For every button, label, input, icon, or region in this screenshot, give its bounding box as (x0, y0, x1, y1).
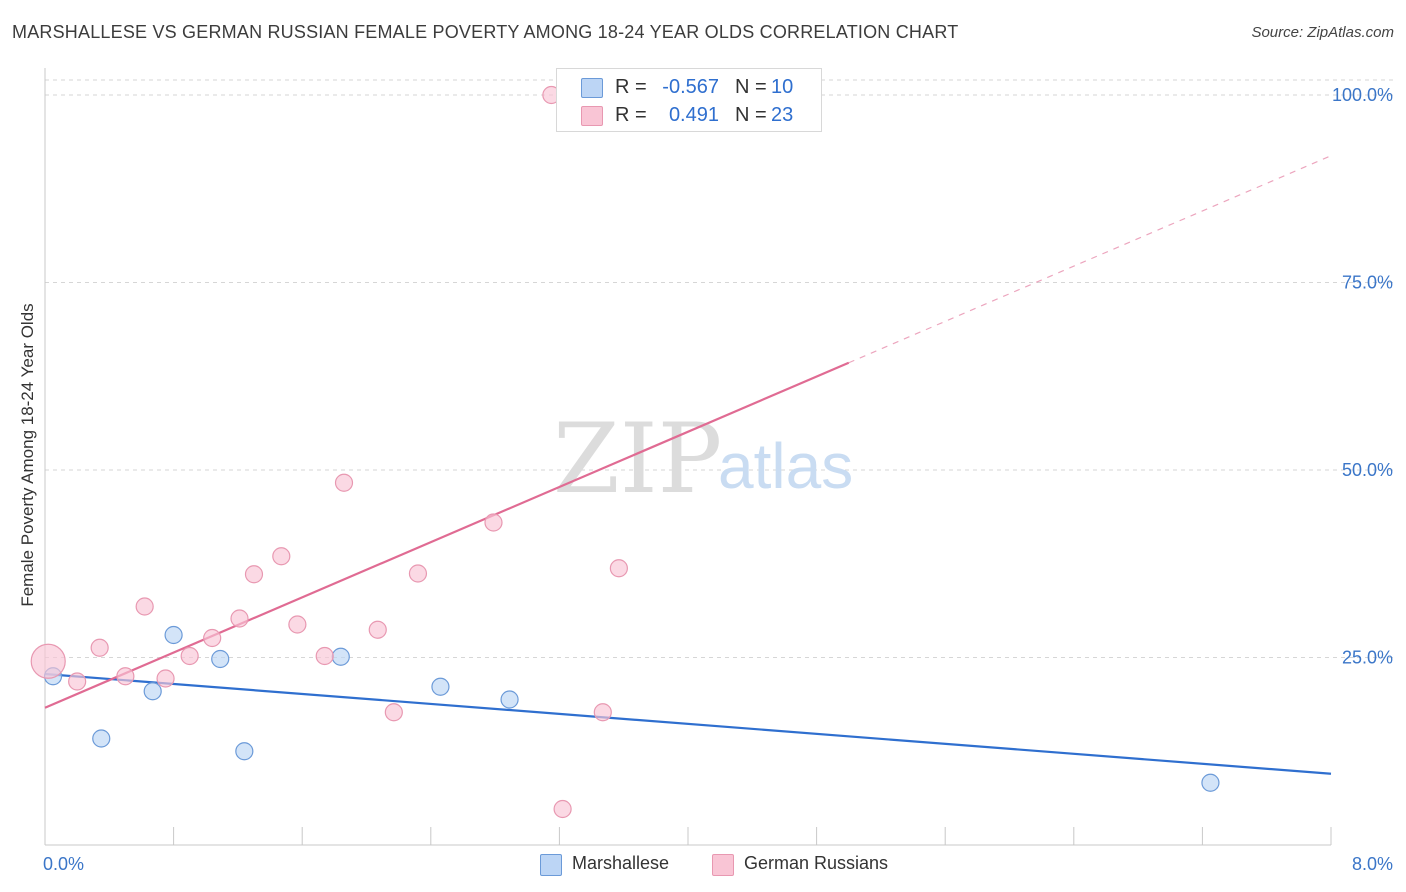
marshallese-point (331, 647, 350, 666)
watermark-atlas: atlas (718, 430, 853, 502)
german-russians-point (68, 672, 87, 691)
german-russians-point (156, 669, 175, 688)
r-value: -0.567 (662, 76, 719, 98)
marshallese-swatch (581, 78, 603, 98)
german-russians-point (203, 628, 222, 648)
marshallese-point (211, 649, 230, 669)
german-russians-point (244, 565, 264, 584)
stats-row-german-russians: R = 0.491 N = 23 (557, 100, 821, 128)
german-russians-point (593, 703, 612, 722)
marshallese-point (431, 677, 450, 696)
german-russians-point (384, 703, 403, 722)
german-russians-swatch (581, 106, 603, 126)
legend: Marshallese German Russians (0, 852, 1406, 878)
german-russians-point (553, 799, 572, 819)
german-russians-point (368, 620, 387, 639)
n-value: 23 (771, 104, 794, 126)
chart-title: MARSHALLESE VS GERMAN RUSSIAN FEMALE POV… (12, 22, 959, 42)
german-russians-point (609, 559, 628, 578)
german-russians-point (135, 597, 154, 616)
n-key: N = (735, 104, 767, 126)
legend-label: German Russians (744, 853, 889, 873)
german-russians-trend-extension (848, 155, 1332, 364)
marshallese-point (500, 690, 519, 709)
trend-lines (44, 155, 1332, 775)
watermark-zip: ZIP (553, 403, 722, 515)
stats-row-marshallese: R = -0.567 N = 10 (557, 72, 821, 100)
y-tick-label: 25.0% (1342, 648, 1393, 668)
r-value: 0.491 (668, 104, 719, 126)
stats-box: R = -0.567 N = 10 R = 0.491 N = 23 (556, 68, 822, 132)
y-tick-label: 100.0% (1332, 85, 1393, 105)
marshallese-point (92, 729, 111, 748)
marshallese-point (235, 742, 254, 761)
n-value: 10 (771, 76, 794, 98)
n-key: N = (735, 76, 767, 98)
german-russians-legend-swatch (712, 854, 734, 876)
marshallese-point (1201, 773, 1220, 792)
german-russians-trend-line (44, 361, 850, 709)
watermark: ZIP atlas (553, 403, 853, 515)
german-russians-point (230, 609, 249, 628)
marshallese-point (143, 682, 162, 701)
tick-labels: 25.0% 50.0% 75.0% 100.0% 0.0% 8.0% (43, 85, 1393, 874)
axes (44, 68, 1332, 846)
source-label: Source: ZipAtlas.com (1251, 24, 1394, 41)
marshallese-point (164, 625, 183, 645)
marshallese-trend-line (44, 672, 1332, 775)
german-russians-point (288, 615, 307, 634)
german-russians-point (334, 473, 354, 492)
german-russians-point (90, 638, 109, 657)
y-tick-label: 50.0% (1342, 460, 1393, 480)
legend-label: Marshallese (572, 853, 670, 873)
r-key: R = (615, 76, 647, 98)
german-russians-point (116, 667, 135, 686)
german-russians-point (180, 646, 199, 666)
marshallese-legend-swatch (540, 854, 562, 876)
german-russians-point (30, 643, 66, 679)
german-russians-point (484, 513, 503, 532)
x-tick-label: 0.0% (43, 854, 84, 874)
german-russians-point (272, 547, 291, 566)
r-key: R = (615, 104, 647, 126)
y-tick-label: 75.0% (1342, 273, 1393, 293)
x-tick-label: 8.0% (1352, 854, 1393, 874)
german-russians-point (315, 646, 334, 666)
german-russians-point (408, 564, 428, 583)
